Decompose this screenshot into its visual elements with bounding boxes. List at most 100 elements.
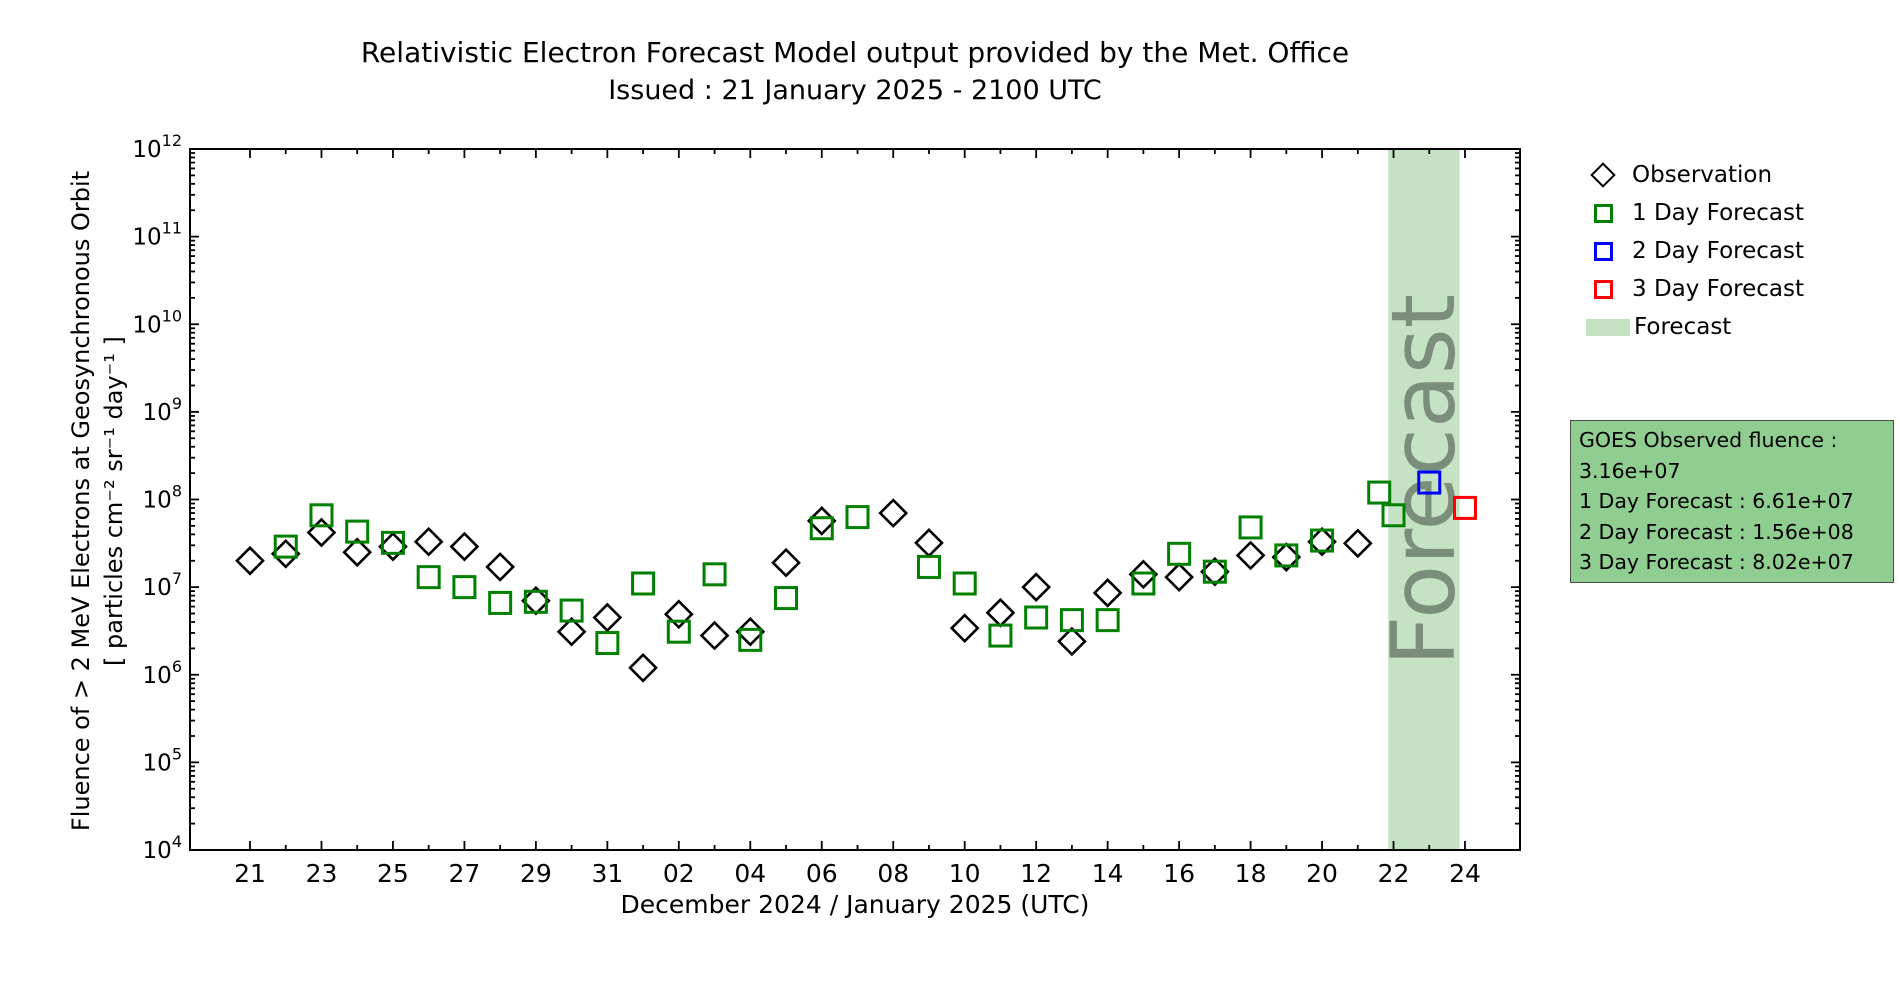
data-point-diamond — [806, 506, 837, 536]
data-point-diamond — [521, 585, 551, 616]
data-point-square — [988, 623, 1013, 648]
legend-item-2-day-forecast: 2 Day Forecast — [1582, 232, 1804, 270]
forecast-band-label: Forecast — [1372, 294, 1475, 666]
forecast-band-patch-icon — [1586, 318, 1630, 336]
data-point-square — [1024, 605, 1049, 630]
x-axis-tick-labels: 21 23 25 27 29 31 02 04 06 08 10 12 14 16 18 20 22 24 — [234, 859, 1481, 888]
one-day-forecast-square-icon — [1593, 203, 1613, 223]
data-point-square — [559, 598, 584, 623]
three-day-forecast-square-icon — [1593, 279, 1613, 299]
data-point-diamond — [270, 538, 301, 569]
legend-item-1-day-forecast: 1 Day Forecast — [1582, 194, 1804, 232]
legend-item-observation: Observation — [1582, 156, 1804, 194]
x-tick-label: 25 — [377, 859, 409, 888]
y-tick-label: 106 — [143, 657, 182, 689]
legend-label: 3 Day Forecast — [1632, 276, 1804, 302]
x-tick-label: 18 — [1235, 859, 1267, 888]
data-point-square — [702, 562, 727, 587]
data-point-diamond — [342, 537, 373, 568]
data-point-diamond — [592, 602, 623, 633]
data-point-diamond — [1164, 562, 1194, 592]
x-tick-label: 24 — [1449, 859, 1481, 888]
data-point-diamond — [235, 545, 265, 576]
y-tick-label: 109 — [143, 394, 182, 426]
data-point-square — [738, 627, 763, 652]
data-point-diamond — [1092, 578, 1123, 608]
series-3-day-forecast — [1452, 495, 1477, 520]
data-point-diamond — [771, 547, 801, 578]
legend-item-forecast-band: Forecast — [1582, 308, 1804, 346]
data-point-diamond — [1199, 556, 1230, 587]
data-point-square — [523, 589, 548, 614]
legend: Observation 1 Day Forecast 2 Day Forecas… — [1582, 156, 1804, 346]
x-tick-label: 23 — [306, 859, 338, 888]
x-axis-label: December 2024 / January 2025 (UTC) — [620, 890, 1090, 919]
goes-observed-fluence-line: GOES Observed fluence : 3.16e+07 — [1579, 428, 1838, 483]
y-tick-label: 104 — [143, 832, 182, 864]
data-point-diamond — [1021, 572, 1052, 602]
x-tick-label: 02 — [663, 859, 695, 888]
chart-subtitle: Issued : 21 January 2025 - 2100 UTC — [608, 75, 1102, 106]
y-tick-label: 1012 — [132, 131, 182, 163]
data-point-square — [452, 575, 477, 600]
x-tick-label: 20 — [1306, 859, 1338, 888]
y-axis-tick-labels: 104 105 106 107 108 109 1010 1011 1012 — [132, 131, 182, 864]
data-point-diamond — [1342, 528, 1373, 559]
data-point-square — [595, 631, 620, 656]
data-point-square — [809, 516, 834, 541]
plot-frame — [189, 148, 1521, 851]
data-point-diamond — [1307, 526, 1337, 557]
data-point-square — [1202, 559, 1227, 584]
series-observation — [235, 498, 1373, 683]
data-point-square — [774, 586, 799, 611]
data-point-square — [345, 519, 370, 544]
data-point-square — [380, 530, 405, 555]
data-point-square — [1131, 571, 1156, 596]
data-point-square — [845, 505, 870, 530]
data-point-square — [666, 619, 691, 644]
data-point-diamond — [1057, 626, 1087, 657]
y-tick-label: 108 — [143, 482, 182, 514]
data-point-diamond — [699, 620, 730, 651]
data-point-square — [1367, 480, 1392, 505]
data-point-diamond — [413, 526, 444, 557]
data-point-diamond — [985, 597, 1016, 628]
data-point-square — [1310, 528, 1335, 553]
data-point-square — [1167, 541, 1192, 566]
data-point-diamond — [485, 552, 515, 582]
x-tick-label: 08 — [877, 859, 909, 888]
x-tick-label: 10 — [949, 859, 981, 888]
x-tick-label: 21 — [234, 859, 266, 888]
data-point-diamond — [914, 528, 944, 558]
series-2-day-forecast — [1417, 470, 1442, 495]
data-point-diamond — [556, 616, 587, 647]
data-point-square — [1381, 503, 1406, 528]
data-point-square — [631, 571, 656, 596]
legend-label: 1 Day Forecast — [1632, 200, 1804, 226]
legend-label: 2 Day Forecast — [1632, 238, 1804, 264]
data-point-diamond — [878, 498, 909, 528]
data-point-square — [1059, 608, 1084, 633]
chart-title: Relativistic Electron Forecast Model out… — [360, 36, 1350, 69]
two-day-forecast-line: 2 Day Forecast : 1.56e+08 — [1579, 519, 1854, 544]
data-point-diamond — [735, 616, 766, 647]
x-tick-label: 14 — [1092, 859, 1124, 888]
x-tick-label: 29 — [520, 859, 552, 888]
x-tick-label: 04 — [734, 859, 766, 888]
legend-label: Observation — [1632, 162, 1773, 188]
axis-ticks — [190, 148, 1520, 851]
y-tick-label: 105 — [143, 744, 182, 776]
y-tick-label: 107 — [143, 569, 182, 601]
data-point-diamond — [449, 531, 480, 562]
series-1-day-forecast — [273, 480, 1406, 656]
data-point-diamond — [1235, 540, 1266, 571]
x-tick-label: 06 — [806, 859, 838, 888]
x-tick-label: 16 — [1163, 859, 1195, 888]
data-point-diamond — [1128, 559, 1159, 590]
data-point-square — [416, 565, 441, 590]
x-tick-label: 12 — [1020, 859, 1052, 888]
data-point-square — [1238, 515, 1263, 540]
x-tick-label: 22 — [1378, 859, 1410, 888]
data-point-square — [952, 571, 977, 596]
